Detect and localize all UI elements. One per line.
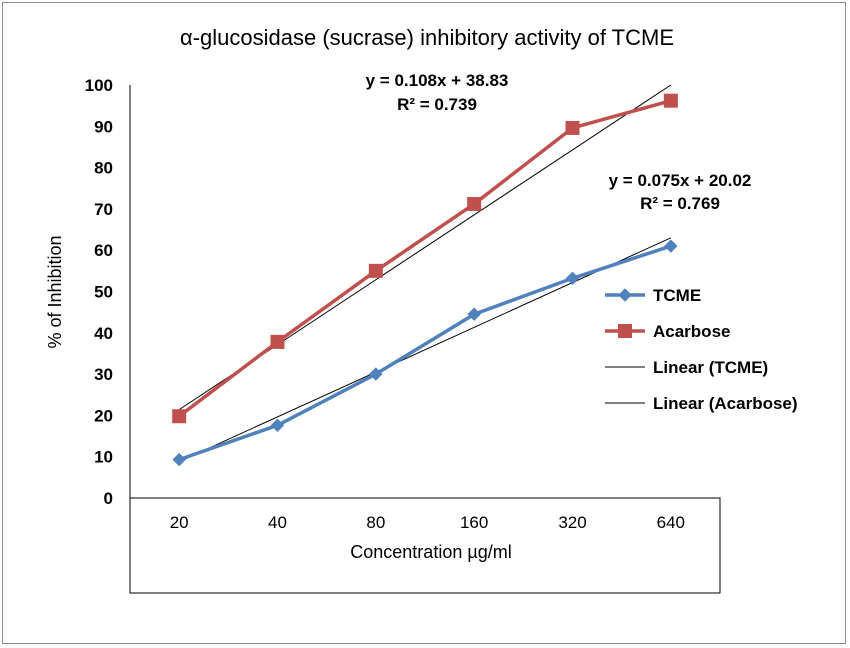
legend-label-linear-acarbose: Linear (Acarbose): [653, 394, 798, 413]
data-point-acarbose: [270, 334, 285, 349]
legend-label-acarbose: Acarbose: [653, 322, 730, 341]
trendlines: [178, 84, 672, 463]
x-tick-label: 40: [268, 513, 287, 532]
y-tick-label: 40: [94, 324, 113, 343]
y-tick-label: 20: [94, 406, 113, 425]
x-tick-label: 20: [170, 513, 189, 532]
data-point-tcme: [369, 367, 383, 381]
y-tick-label: 0: [104, 489, 113, 508]
data-point-tcme: [172, 452, 186, 467]
legend-marker-tcme: [618, 288, 632, 302]
data-point-tcme: [664, 239, 678, 253]
series-line-acarbose: [178, 99, 672, 418]
y-axis-label: % of Inhibition: [45, 235, 65, 348]
x-tick-labels: 20 40 80 160 320 640: [170, 513, 685, 532]
y-tick-labels: 0 10 20 30 40 50 60 70 80 90 100: [85, 76, 113, 508]
x-tick-label: 80: [366, 513, 385, 532]
x-tick-label: 320: [558, 513, 586, 532]
equation-acarbose: y = 0.108x + 38.83: [366, 71, 509, 90]
trendline-tcme: [178, 237, 672, 463]
legend: TCME Acarbose Linear (TCME) Linear (Acarbos…: [605, 286, 798, 413]
data-point-acarbose: [467, 196, 482, 211]
series-line-tcme: [178, 244, 672, 462]
r2-tcme: R² = 0.769: [640, 194, 720, 213]
chart-title: α-glucosidase (sucrase) inhibitory activ…: [180, 25, 674, 50]
y-tick-label: 80: [94, 159, 113, 178]
y-tick-label: 60: [94, 241, 113, 260]
y-tick-label: 50: [94, 283, 113, 302]
data-point-acarbose: [172, 409, 187, 424]
y-tick-label: 10: [94, 448, 113, 467]
legend-label-tcme: TCME: [653, 286, 701, 305]
x-tick-label: 160: [460, 513, 488, 532]
x-axis-label: Concentration µg/ml: [350, 542, 511, 562]
data-point-tcme: [270, 418, 285, 433]
y-tick-label: 90: [94, 117, 113, 136]
y-tick-label: 70: [94, 200, 113, 219]
y-tick-label: 100: [85, 76, 113, 95]
legend-label-linear-tcme: Linear (TCME): [653, 358, 768, 377]
x-tick-label: 640: [657, 513, 685, 532]
data-point-tcme: [565, 271, 580, 285]
x-axis-table-box: [129, 497, 721, 594]
data-point-acarbose: [663, 93, 678, 108]
trend-equation-tcme: y = 0.075x + 20.02 R² = 0.769: [609, 171, 752, 213]
legend-marker-acarbose: [618, 324, 632, 338]
r2-acarbose: R² = 0.739: [397, 95, 477, 114]
series-group: [172, 93, 678, 467]
data-point-acarbose: [368, 263, 383, 278]
data-point-acarbose: [565, 120, 580, 135]
equation-tcme: y = 0.075x + 20.02: [609, 171, 752, 190]
y-tick-label: 30: [94, 365, 113, 384]
trend-equation-acarbose: y = 0.108x + 38.83 R² = 0.739: [366, 71, 509, 114]
data-point-tcme: [467, 307, 481, 321]
axes: [129, 85, 721, 594]
